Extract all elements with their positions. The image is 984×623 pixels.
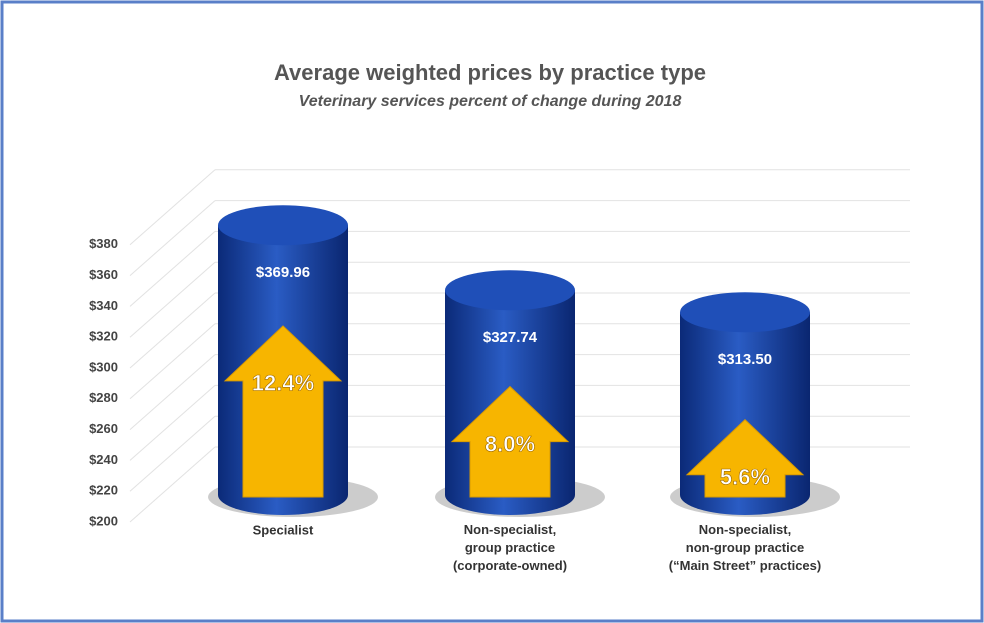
y-tick-label: $240 xyxy=(89,452,118,467)
value-label: $369.96 xyxy=(256,264,310,281)
grid-line xyxy=(129,231,216,307)
grid-line xyxy=(129,323,216,400)
grid-line xyxy=(129,292,216,369)
change-arrow xyxy=(685,419,805,498)
y-tick-label: $340 xyxy=(89,298,118,313)
change-arrow xyxy=(223,325,343,498)
change-label: 8.0% xyxy=(485,431,535,456)
y-tick-label: $300 xyxy=(89,359,118,374)
y-tick-label: $320 xyxy=(89,329,118,344)
x-tick-label: Non-specialist, group practice (corporate-… xyxy=(453,522,567,573)
chart-title: Average weighted prices by practice type xyxy=(274,60,706,85)
bar-top xyxy=(218,205,348,246)
grid-line xyxy=(129,354,216,430)
bar-top xyxy=(680,292,810,333)
y-tick-label: $360 xyxy=(89,267,118,282)
bar-top xyxy=(445,270,575,311)
y-tick-label: $200 xyxy=(89,513,118,528)
y-tick-label: $260 xyxy=(89,421,118,436)
grid-line xyxy=(129,200,216,276)
grid-line xyxy=(129,446,216,523)
y-tick-label: $380 xyxy=(89,236,118,251)
x-tick-label: Specialist xyxy=(253,522,314,537)
grid-line xyxy=(129,261,216,338)
y-tick-label: $220 xyxy=(89,483,118,498)
value-label: $313.50 xyxy=(718,351,772,368)
grid-line xyxy=(129,169,216,246)
change-arrow xyxy=(450,385,570,498)
grid-line xyxy=(129,385,216,461)
grid-line xyxy=(129,415,216,492)
change-label: 12.4% xyxy=(252,371,314,396)
x-tick-label: Non-specialist, non-group practice (“Main … xyxy=(669,522,821,573)
y-tick-label: $280 xyxy=(89,390,118,405)
change-label: 5.6% xyxy=(720,465,770,490)
value-label: $327.74 xyxy=(483,329,538,346)
chart-subtitle: Veterinary services percent of change du… xyxy=(299,93,682,110)
